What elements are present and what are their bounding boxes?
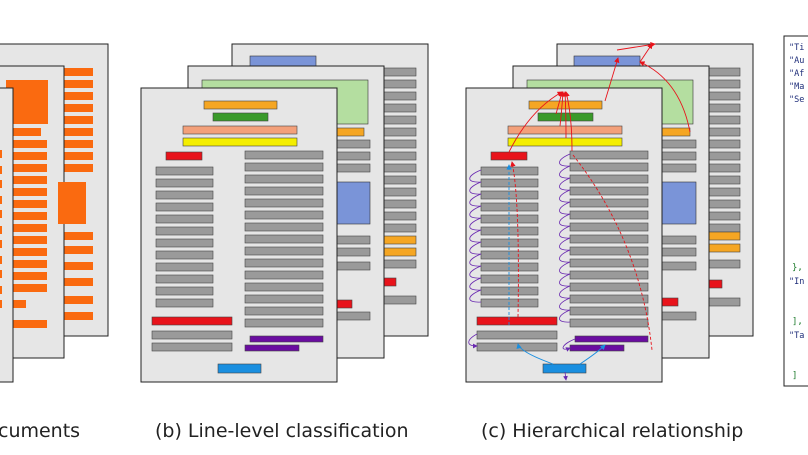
section-heading-block <box>476 316 558 326</box>
json-key: "In <box>789 277 804 287</box>
page-a-back-lines <box>62 68 93 320</box>
page-b-middle-gray-lines <box>335 139 371 321</box>
mail-block <box>182 137 298 147</box>
json-key: "Ma <box>789 82 804 92</box>
caption-block-purple <box>569 344 625 352</box>
caption-block-purple <box>249 335 324 343</box>
json-box <box>783 35 808 387</box>
json-output-panel: "Ti "Au "Af "Ma "Se }, "In ], "Ta ] <box>783 35 808 387</box>
purple-sibling-arrows <box>468 153 576 381</box>
json-key: "Af <box>789 69 804 79</box>
caption-block <box>381 235 417 245</box>
json-brace: ], <box>792 317 803 327</box>
json-brace: }, <box>792 263 803 273</box>
json-brace: ] <box>792 371 797 381</box>
section-heading-block <box>335 299 353 309</box>
json-key: "Se <box>789 95 804 105</box>
page-b-front-left-column <box>151 166 233 352</box>
section-heading-block <box>165 151 203 161</box>
caption-block <box>381 247 417 257</box>
page-a-front <box>0 87 14 383</box>
caption-block <box>705 243 741 253</box>
mail-block <box>507 137 623 147</box>
footer-block <box>217 363 262 374</box>
panel-c-hierarchy <box>465 42 754 383</box>
json-key: "Au <box>789 56 804 66</box>
footer-block <box>542 363 587 374</box>
page-b-back-gray-lines <box>381 67 417 305</box>
author-block <box>212 112 269 122</box>
page-a-front-lines <box>0 150 2 308</box>
caption-panel-c: (c) Hierarchical relationship <box>481 420 744 442</box>
caption-block <box>705 231 741 241</box>
json-key: "Ta <box>789 331 804 341</box>
section-heading-block <box>661 297 679 307</box>
page-c-front-right-column <box>569 150 649 328</box>
caption-block-purple <box>574 335 649 343</box>
panel-b-classification <box>140 43 429 383</box>
page-b-front-right-column <box>244 150 324 328</box>
page-c-middle-gray-lines <box>661 139 697 321</box>
caption-panel-b: (b) Line-level classification <box>155 420 409 442</box>
section-heading-block <box>151 316 233 326</box>
blue-arrows <box>506 164 606 365</box>
caption-panel-a: cuments <box>0 420 81 442</box>
caption-block-purple <box>244 344 300 352</box>
json-key: "Ti <box>789 43 804 53</box>
caption-block <box>661 127 691 137</box>
affiliation-block <box>182 125 298 135</box>
page-c-back-gray-lines <box>705 67 741 307</box>
caption-block <box>335 127 365 137</box>
red-parent-arrows <box>508 42 691 351</box>
title-block <box>203 100 278 110</box>
section-heading-block <box>490 151 528 161</box>
affiliation-block <box>507 125 623 135</box>
panel-a-documents <box>0 43 109 383</box>
